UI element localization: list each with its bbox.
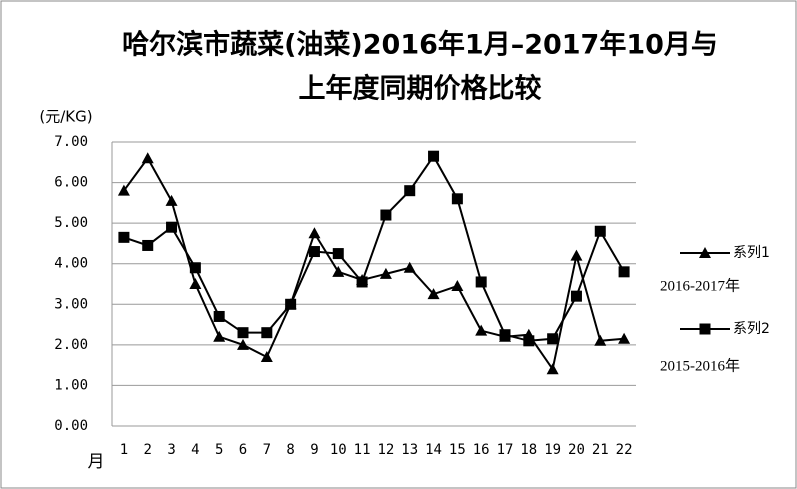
- x-tick-label: 14: [425, 442, 442, 458]
- x-tick-label: 15: [449, 442, 466, 458]
- chart-title: 上年度同期价格比较: [299, 73, 542, 105]
- x-tick-label: 2: [144, 442, 152, 458]
- x-tick-label: 4: [191, 442, 199, 458]
- x-axis-label: 月: [88, 452, 105, 472]
- y-tick-label: 6.00: [54, 175, 88, 191]
- x-tick-label: 22: [616, 442, 633, 458]
- x-tick-label: 21: [592, 442, 609, 458]
- marker: [332, 248, 344, 260]
- x-tick-label: 1: [120, 442, 128, 458]
- x-tick-label: 13: [401, 442, 418, 458]
- marker: [165, 194, 178, 206]
- x-tick-label: 18: [520, 442, 537, 458]
- x-tick-label: 5: [215, 442, 223, 458]
- marker: [332, 265, 345, 277]
- marker: [618, 332, 631, 344]
- y-tick-label: 3.00: [54, 296, 88, 312]
- y-axis-label: (元/KG): [39, 108, 92, 126]
- marker: [499, 329, 511, 341]
- marker: [166, 221, 178, 233]
- x-tick-label: 11: [354, 442, 371, 458]
- marker: [237, 338, 249, 350]
- marker: [547, 333, 559, 345]
- x-tick-label: 19: [544, 442, 561, 458]
- legend-marker: [699, 323, 711, 335]
- line: [123, 156, 625, 372]
- marker: [570, 290, 582, 302]
- x-tick-label: 20: [568, 442, 585, 458]
- marker: [404, 185, 416, 197]
- marker: [285, 298, 297, 310]
- y-tick-label: 4.00: [54, 256, 88, 272]
- marker: [142, 239, 154, 251]
- y-tick-label: 1.00: [54, 377, 88, 393]
- marker: [403, 261, 416, 273]
- y-tick-label: 7.00: [54, 134, 88, 150]
- marker: [260, 351, 273, 363]
- x-tick-label: 10: [330, 442, 347, 458]
- y-tick-label: 2.00: [54, 337, 88, 353]
- marker: [427, 288, 440, 300]
- marker: [428, 150, 440, 162]
- marker: [308, 246, 320, 258]
- y-tick-label: 5.00: [54, 215, 88, 231]
- x-tick-label: 6: [239, 442, 247, 458]
- line: [123, 154, 625, 342]
- marker: [189, 278, 202, 289]
- marker: [475, 276, 487, 288]
- marker: [546, 363, 559, 375]
- annotation: 2015-2016年: [660, 357, 740, 374]
- x-tick-label: 16: [473, 442, 490, 458]
- marker: [356, 276, 368, 288]
- marker: [237, 327, 249, 339]
- legend-label: 系列1: [733, 245, 770, 261]
- annotation: 2016-2017年: [660, 277, 740, 294]
- x-tick-label: 8: [286, 442, 294, 458]
- marker: [380, 209, 392, 221]
- y-tick-label: 0.00: [54, 418, 88, 434]
- marker: [141, 152, 154, 164]
- legend-label: 系列2: [733, 321, 770, 337]
- marker: [570, 249, 583, 261]
- x-tick-label: 3: [167, 442, 175, 458]
- legend-marker: [699, 247, 711, 258]
- marker: [594, 334, 607, 346]
- marker: [618, 266, 630, 278]
- marker: [451, 193, 463, 205]
- x-tick-label: 12: [377, 442, 394, 458]
- marker: [379, 267, 392, 279]
- x-tick-label: 17: [497, 442, 514, 458]
- marker: [189, 262, 201, 274]
- marker: [213, 310, 225, 322]
- marker: [117, 184, 130, 196]
- x-tick-label: 9: [310, 442, 318, 458]
- marker: [475, 324, 488, 336]
- chart-title: 哈尔滨市蔬菜(油菜)2016年1月–2017年10月与: [122, 29, 718, 61]
- marker: [213, 330, 226, 342]
- x-tick-label: 7: [263, 442, 271, 458]
- marker: [451, 280, 464, 292]
- marker: [308, 227, 321, 239]
- marker: [261, 327, 273, 339]
- marker: [118, 231, 130, 243]
- marker: [523, 335, 535, 347]
- marker: [594, 225, 606, 237]
